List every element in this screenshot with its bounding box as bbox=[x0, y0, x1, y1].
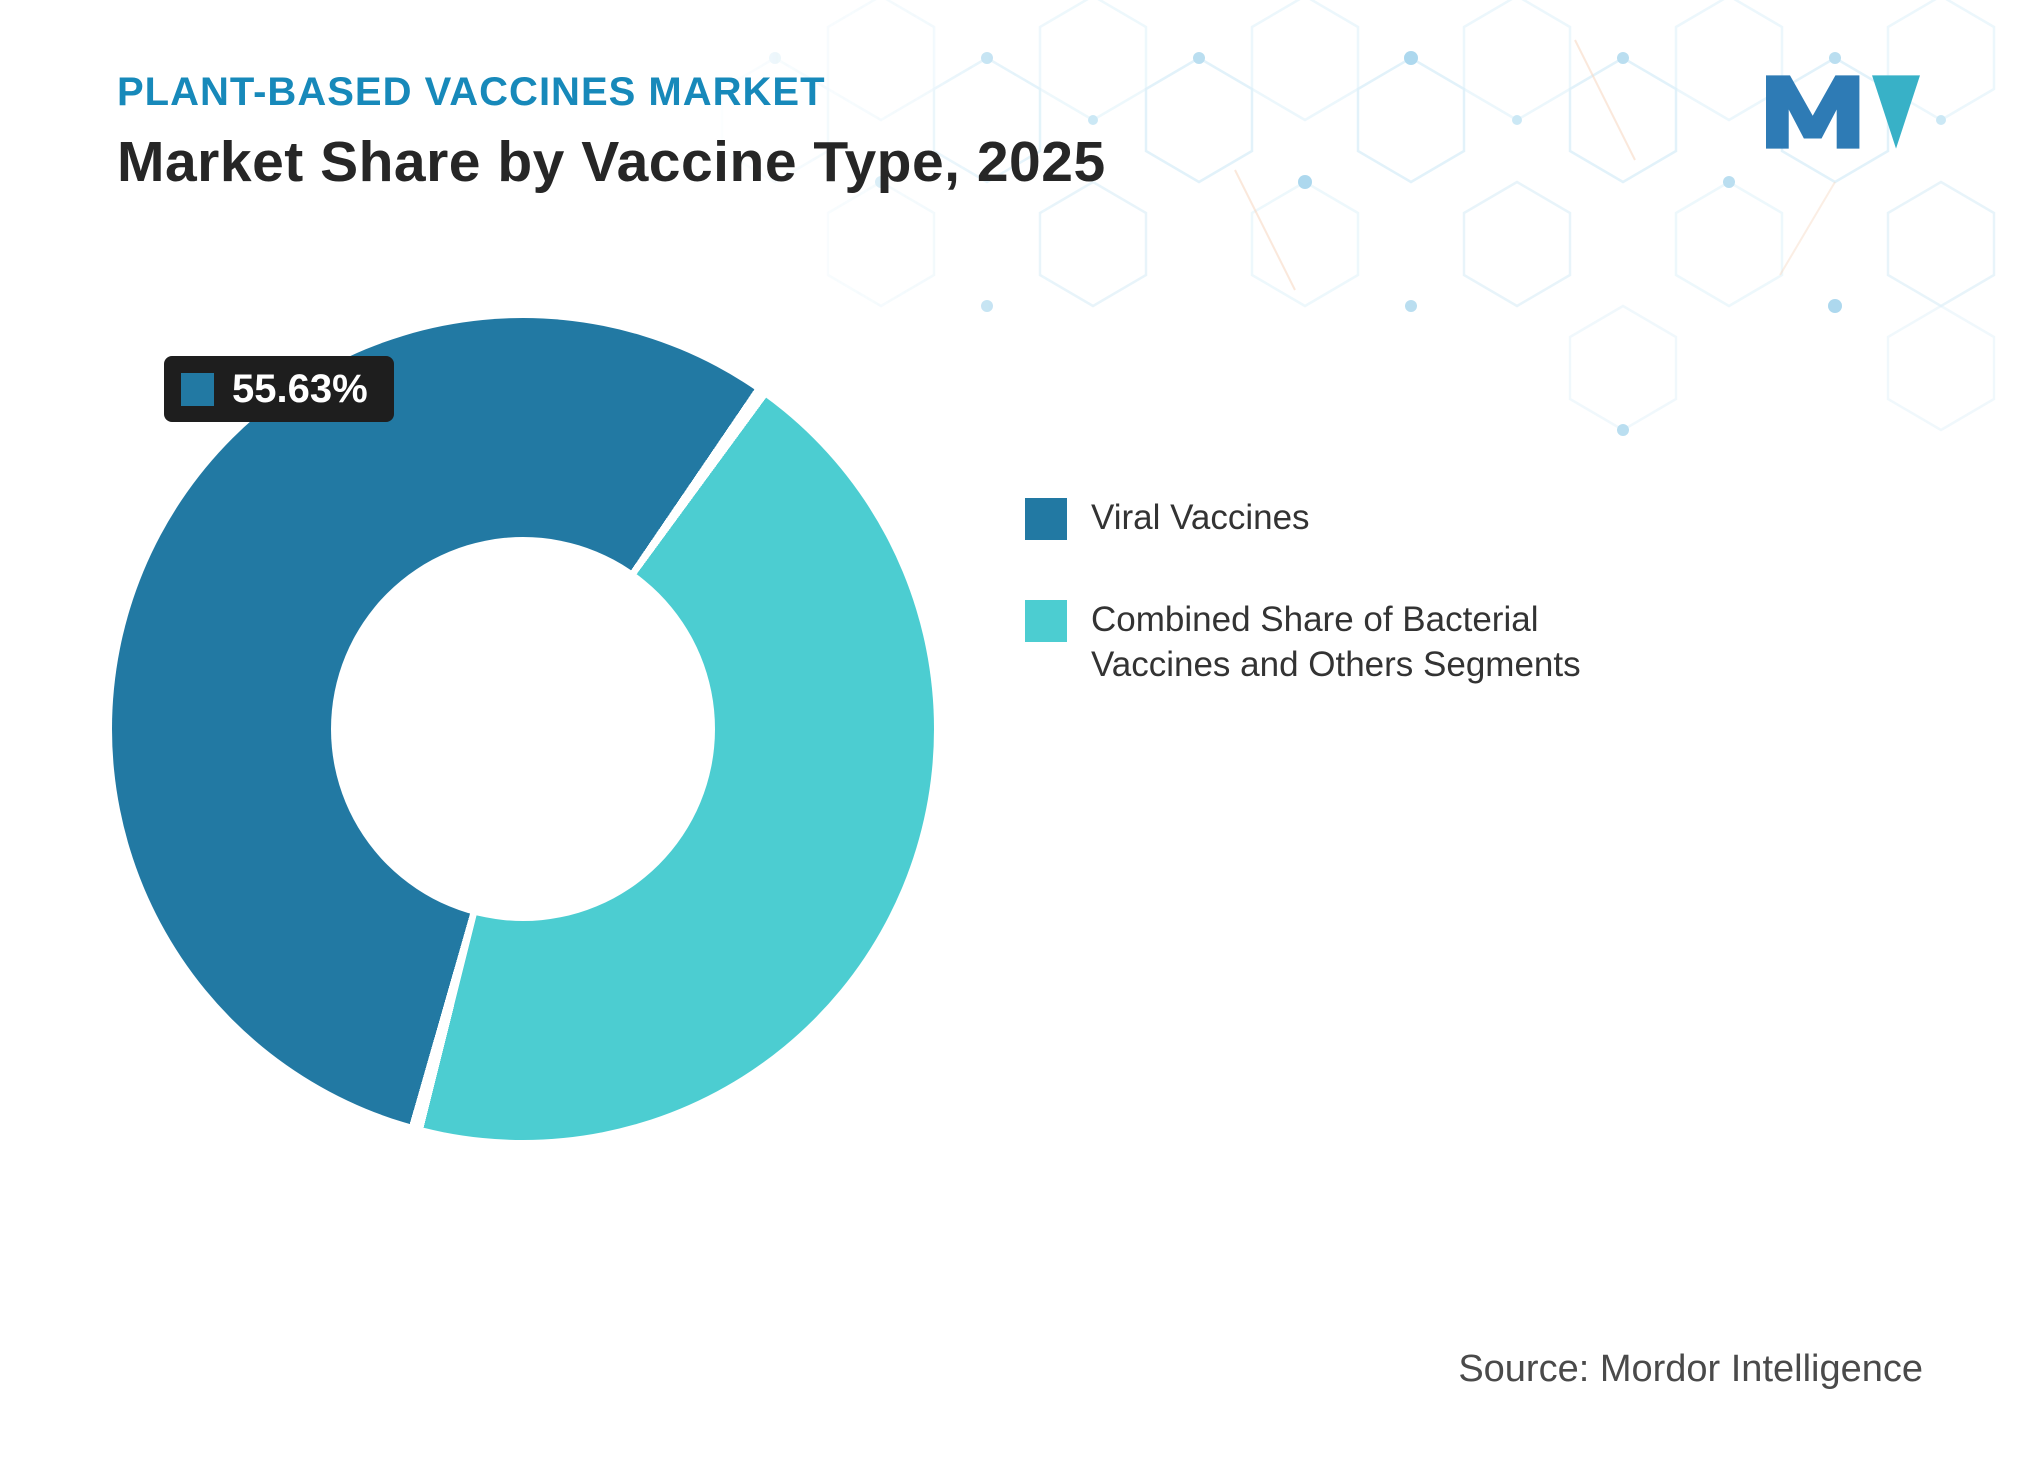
donut-chart bbox=[112, 318, 934, 1140]
callout-value: 55.63% bbox=[232, 367, 368, 411]
legend-swatch-icon bbox=[1025, 600, 1067, 643]
legend-item-viral-vaccines: Viral Vaccines bbox=[1025, 496, 1666, 540]
donut-hole bbox=[331, 537, 715, 921]
legend-swatch-icon bbox=[1025, 498, 1067, 540]
value-callout: 55.63% bbox=[164, 356, 394, 422]
callout-swatch-icon bbox=[181, 372, 214, 406]
page-title: Market Share by Vaccine Type, 2025 bbox=[117, 130, 1106, 194]
mordor-intelligence-logo-icon bbox=[1766, 75, 1920, 149]
legend-item-bacterial-others: Combined Share of Bacterial Vaccines and… bbox=[1025, 598, 1666, 687]
legend-label: Combined Share of Bacterial Vaccines and… bbox=[1091, 600, 1581, 684]
source-attribution: Source: Mordor Intelligence bbox=[1458, 1348, 1923, 1390]
legend-label: Viral Vaccines bbox=[1091, 498, 1310, 537]
chart-legend: Viral Vaccines Combined Share of Bacteri… bbox=[1025, 496, 1666, 687]
report-eyebrow: PLANT-BASED VACCINES MARKET bbox=[117, 70, 826, 114]
header: PLANT-BASED VACCINES MARKET Market Share… bbox=[117, 70, 1106, 195]
